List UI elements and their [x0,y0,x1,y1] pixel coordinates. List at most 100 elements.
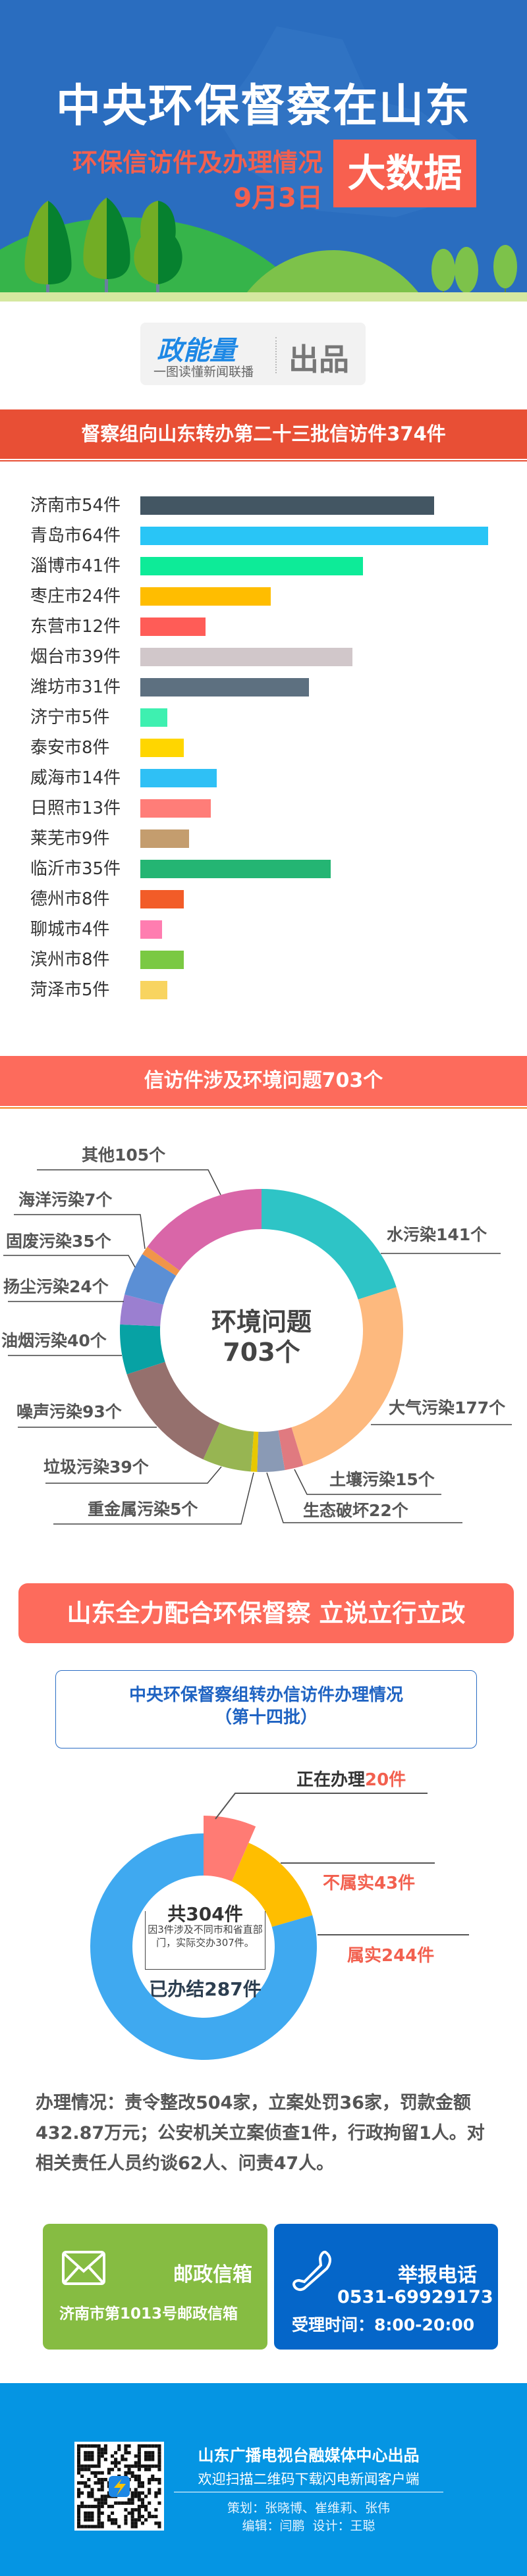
leader-line [215,1793,428,1820]
credits-editing: 编辑：闫鹏 设计：王聪 [242,2519,375,2533]
donut-slice [203,1423,254,1472]
section-title-rectification: 山东全力配合环保督察 立说立行立改 [18,1583,514,1643]
leader-line [14,1214,146,1249]
slice-label: 重金属污染5个 [88,1500,198,1519]
page-subtitle: 环保信访件及办理情况 [72,148,323,177]
bar [140,890,184,908]
bar-label: 日照市13件 [30,799,121,818]
slice-label: 其他105个 [82,1145,166,1165]
subsection-title: 中央环保督察组转办信访件办理情况 [128,1685,403,1705]
donut-slice [278,1427,304,1471]
bar [140,527,488,545]
header-banner: 中央环保督察在山东 环保信访件及办理情况 9月3日 大数据 [0,0,527,302]
donut-slice [147,1189,262,1271]
slice-label: 水污染141个 [387,1225,487,1244]
bar-label: 聊城市4件 [30,920,110,939]
bar [140,587,271,606]
bar-label: 德州市8件 [30,889,110,909]
mail-title: 邮政信箱 [173,2263,252,2286]
subsection-batch: （第十四批） [214,1708,318,1727]
leader-line [266,1472,462,1523]
slice-label: 噪声污染93个 [16,1402,122,1421]
case-handling-donut-chart [90,1793,469,2060]
bar [140,739,184,757]
bar [140,618,206,636]
ground-strip [0,292,527,302]
bar-label: 泰安市8件 [30,738,110,758]
divider [0,1107,527,1109]
section-title-bar-chart: 督察组向山东转办第二十三批信访件374件 [0,409,527,459]
section-title-donut-chart: 信访件涉及环境问题703个 [0,1056,527,1106]
bar [140,951,184,969]
mail-address: 济南市第1013号邮政信箱 [59,2305,238,2323]
brand-tagline: 一图读懂新闻联播 [153,365,254,379]
phone-title: 举报电话 [398,2264,477,2287]
small-trees [431,245,517,293]
donut-slice [125,1254,177,1305]
slice-label: 固废污染35个 [6,1232,111,1251]
label-text: 正在办理 [296,1770,366,1790]
bar [140,678,309,697]
label-true: 属实244件 [347,1946,435,1966]
bar [140,799,211,818]
bar [140,496,434,515]
envelope-icon [62,2251,105,2285]
footer-invite: 欢迎扫描二维码下载闪电新闻客户端 [198,2471,420,2487]
slice-label: 大气污染177个 [389,1398,506,1417]
big-data-badge: 大数据 [333,140,476,207]
divider [0,460,527,461]
slice-label: 海洋污染7个 [18,1190,113,1209]
bar [140,920,162,939]
leader-line [3,1255,136,1268]
bar-label: 滨州市8件 [30,950,110,970]
center-total-text: 共304件 [163,1903,247,1925]
page-title: 中央环保督察在山东 [55,80,471,132]
produced-label: 出品 [289,342,349,377]
bar-label: 济宁市5件 [30,708,110,727]
bar [140,860,331,878]
donut-slice [250,1431,259,1472]
bar-label: 潍坊市31件 [30,677,121,697]
bar-label: 青岛市64件 [30,526,121,546]
bar [140,708,168,727]
bar-label: 济南市54件 [30,496,121,515]
label-untrue: 不属实43件 [323,1874,416,1893]
label-value: 20件 [365,1770,406,1790]
donut-slice [204,1816,256,1881]
donut-slice [262,1189,397,1300]
center-done: 已办结287件 [149,1978,262,2000]
phone-number: 0531-69929173 [337,2287,493,2307]
slice-label: 土壤污染15个 [329,1470,435,1489]
center-total: 共304件 [145,1900,265,1926]
environment-issue-donut-chart [3,1169,512,1525]
bar-label: 东营市12件 [30,617,121,637]
footer-producer: 山东广播电视台融媒体中心出品 [198,2446,420,2465]
brand-logo: 政能量 [157,336,236,366]
bar-label: 威海市14件 [30,768,121,788]
divider [275,337,277,373]
donut-slice [120,1324,165,1375]
donut-slice [126,1361,220,1459]
tree-icon [83,197,130,293]
donut-slice [257,1430,285,1472]
bar-label: 淄博市41件 [30,556,121,576]
donut-center-label: 环境问题 703个 [196,1307,327,1367]
credits-planning: 策划：张晓博、崔维莉、张伟 [227,2501,390,2515]
qr-code-icon[interactable] [74,2442,164,2531]
mail-contact-card: 邮政信箱 济南市第1013号邮政信箱 [43,2224,267,2350]
tree-icon [134,201,182,293]
bar [140,981,168,999]
bar-label: 临沂市35件 [30,859,121,879]
phone-icon [292,2250,331,2292]
donut-slice [231,1843,313,1928]
page-date: 9月3日 [233,183,323,213]
tree-icon [24,201,72,293]
slice-label: 油烟污染40个 [1,1331,107,1350]
leader-line [45,1466,222,1484]
donut-center-title: 环境问题 [211,1307,312,1336]
bar [140,769,217,787]
donut-slice [120,1294,164,1327]
donut-slice [142,1246,180,1276]
phone-contact-card: 举报电话 0531-69929173 受理时间：8:00-20:00 [274,2224,498,2350]
right-hill [240,250,426,302]
